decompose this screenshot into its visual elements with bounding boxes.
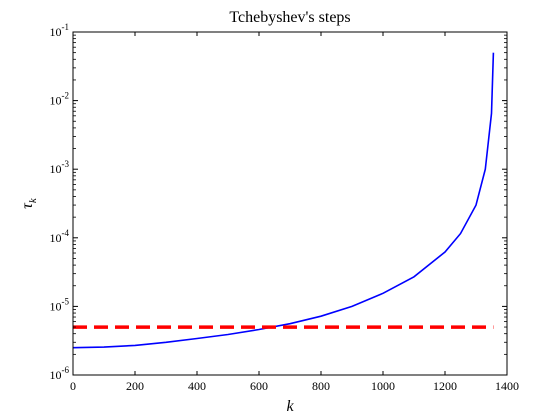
x-tick-label: 1000: [371, 379, 395, 393]
x-tick-label: 600: [250, 379, 268, 393]
y-tick-label-base: 10: [50, 299, 62, 313]
y-tick-label-base: 10: [50, 368, 62, 382]
x-tick-label: 200: [126, 379, 144, 393]
y-axis-label-symbol: τ: [19, 202, 36, 209]
series-line-solid-0: [72, 52, 495, 349]
x-tick-label: 1400: [495, 379, 519, 393]
y-axis-label: τk: [19, 197, 39, 209]
y-tick-label-base: 10: [50, 162, 62, 176]
y-axis-label-subscript: k: [27, 197, 39, 203]
y-tick-label-exponent: -5: [62, 296, 70, 306]
y-tick-label: 10-5: [50, 296, 70, 313]
y-tick-label-base: 10: [50, 231, 62, 245]
series-layer: [72, 52, 495, 349]
y-tick-label-exponent: -4: [62, 228, 70, 238]
plot-area: [72, 31, 508, 376]
y-tick-label: 10-1: [50, 22, 70, 39]
plot-frame: [72, 31, 508, 376]
x-axis-label: k: [286, 398, 294, 415]
y-tick-label: 10-3: [50, 159, 70, 176]
x-tick-label: 800: [312, 379, 330, 393]
y-tick-label: 10-4: [50, 228, 70, 245]
x-tick-label: 1200: [433, 379, 457, 393]
y-tick-label-base: 10: [50, 94, 62, 108]
x-tick-label: 400: [188, 379, 206, 393]
y-tick-label-exponent: -2: [62, 91, 70, 101]
y-tick-label: 10-6: [50, 365, 70, 382]
chart-title: Tchebyshev's steps: [229, 9, 350, 26]
y-tick-label: 10-2: [50, 91, 70, 108]
y-tick-label-base: 10: [50, 25, 62, 39]
y-tick-label-exponent: -1: [62, 22, 70, 32]
y-tick-label-exponent: -6: [62, 365, 70, 375]
y-tick-label-exponent: -3: [62, 159, 70, 169]
x-tick-label: 0: [70, 379, 76, 393]
